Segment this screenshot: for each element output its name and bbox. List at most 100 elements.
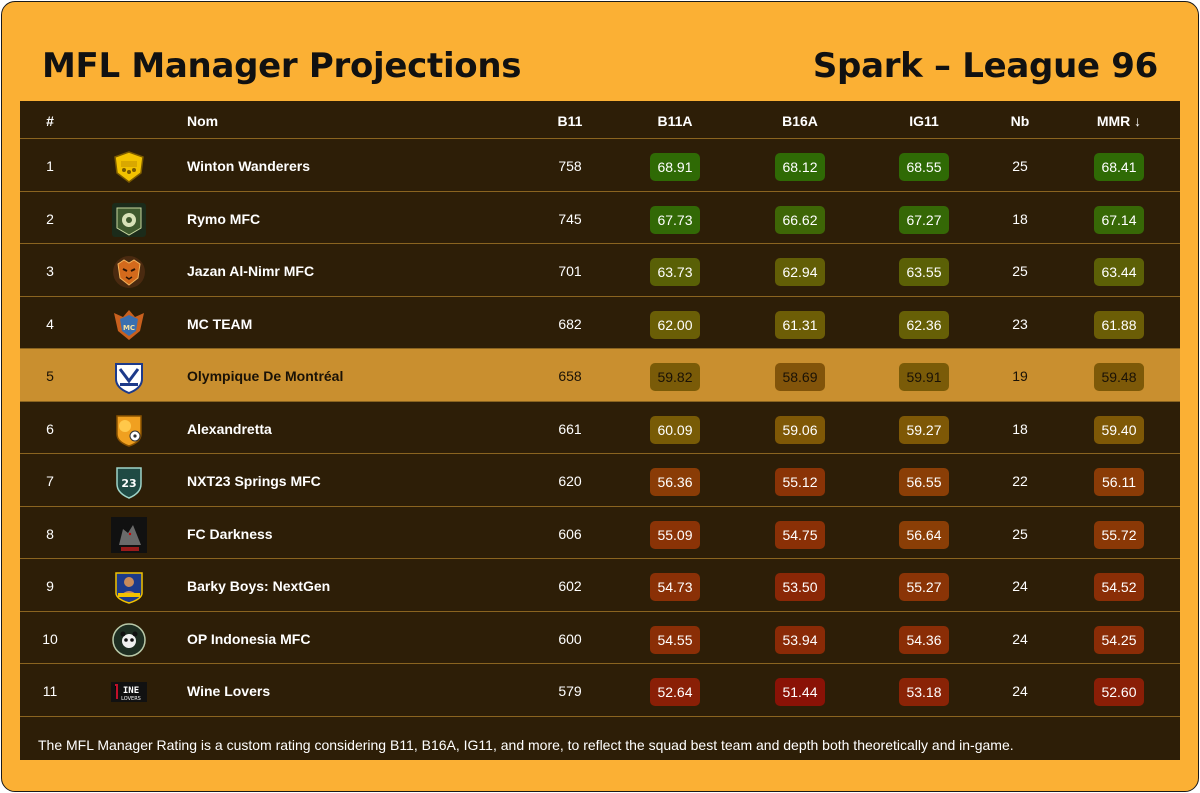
b11-cell: 606 [558, 525, 582, 542]
col-name[interactable]: Nom [187, 113, 219, 129]
b16a-badge: 53.94 [775, 625, 825, 654]
svg-text:LOVERS: LOVERS [121, 696, 141, 702]
rank-cell: 4 [46, 315, 54, 332]
team-name[interactable]: Barky Boys: NextGen [187, 578, 331, 594]
team-name[interactable]: MC TEAM [187, 315, 253, 332]
ig11-badge: 56.64 [899, 520, 949, 549]
ig11-cell: 56.64 [884, 507, 964, 559]
b16a-badge: 54.75 [775, 520, 825, 549]
team-name[interactable]: Olympique De Montréal [187, 368, 344, 384]
b16a-badge: 55.12 [775, 468, 825, 497]
team-name[interactable]: Rymo MFC [187, 210, 261, 227]
b16a-cell: 61.31 [760, 297, 840, 349]
crest-icon [111, 359, 147, 395]
team-name[interactable]: FC Darkness [187, 525, 273, 542]
b11a-cell: 68.91 [635, 139, 715, 191]
b16a-cell: 55.12 [760, 454, 840, 506]
b11a-cell: 60.09 [635, 402, 715, 454]
b16a-badge: 66.62 [775, 205, 825, 234]
b11a-cell: 54.73 [635, 559, 715, 611]
mmr-cell: 61.88 [1089, 297, 1149, 349]
table-row[interactable]: 7 23 NXT23 Springs MFC 620 56.36 55.12 56.55 56… [20, 454, 1180, 507]
mmr-badge: 56.11 [1094, 468, 1144, 497]
badge-icon [111, 202, 147, 238]
logo-cell: INE LOVERS [108, 664, 150, 716]
nb-cell: 25 [1012, 263, 1028, 279]
b11a-cell: 63.73 [635, 244, 715, 296]
b16a-badge: 61.31 [775, 310, 825, 339]
table-row[interactable]: 1 Winton Wanderers 758 68.91 68.12 68.55 68.41… [20, 139, 1180, 192]
ig11-badge: 59.27 [899, 415, 949, 444]
table-header: # Nom B11 B11A B16A IG11 Nb MMR ↓ [20, 101, 1180, 139]
table-row[interactable]: 3 Jazan Al-Nimr MFC 701 63.73 62.94 63.55 63.4… [20, 244, 1180, 297]
shield-icon [111, 149, 147, 185]
table-row[interactable]: 8 FC Darkness 606 55.09 54.75 56.64 55.72 25 [20, 507, 1180, 559]
mmr-badge: 55.72 [1094, 520, 1144, 549]
nb-cell: 18 [1012, 210, 1028, 227]
team-name[interactable]: NXT23 Springs MFC [187, 473, 321, 489]
col-b11a[interactable]: B11A [657, 113, 693, 129]
col-b11[interactable]: B11 [557, 113, 583, 129]
col-nb[interactable]: Nb [1010, 113, 1030, 129]
team-name[interactable]: Alexandretta [187, 420, 272, 437]
logo-cell: MC [108, 297, 150, 349]
b11a-badge: 55.09 [650, 520, 700, 549]
nb-cell: 24 [1012, 683, 1028, 699]
b16a-badge: 51.44 [775, 678, 825, 707]
b16a-cell: 51.44 [760, 664, 840, 716]
col-b16a[interactable]: B16A [782, 113, 818, 129]
table-row[interactable]: 6 Alexandretta 661 60.09 59.06 59.27 59.40 18 [20, 402, 1180, 454]
svg-text:23: 23 [121, 477, 136, 490]
b16a-badge: 53.50 [775, 573, 825, 602]
rank-cell: 7 [46, 473, 54, 489]
col-rank[interactable]: # [46, 113, 54, 129]
ig11-badge: 54.36 [899, 625, 949, 654]
mmr-cell: 59.48 [1089, 349, 1149, 401]
footer-note: The MFL Manager Rating is a custom ratin… [38, 737, 1014, 753]
team-name[interactable]: Winton Wanderers [187, 158, 311, 174]
b11a-cell: 55.09 [635, 507, 715, 559]
ig11-cell: 53.18 [884, 664, 964, 716]
b11a-cell: 62.00 [635, 297, 715, 349]
mmr-badge: 59.48 [1094, 363, 1144, 392]
col-mmr[interactable]: MMR ↓ [1096, 113, 1142, 129]
ig11-badge: 68.55 [899, 153, 949, 182]
ig11-badge: 53.18 [899, 678, 949, 707]
b16a-badge: 68.12 [775, 153, 825, 182]
mmr-badge: 59.40 [1094, 415, 1144, 444]
ig11-cell: 59.27 [884, 402, 964, 454]
table-row[interactable]: 9 Barky Boys: NextGen 602 54.73 53.50 55.27 54… [20, 559, 1180, 612]
b11-cell: 682 [558, 315, 582, 332]
panda-icon [111, 622, 147, 658]
logo-cell [108, 244, 150, 296]
nb-cell: 25 [1012, 525, 1028, 542]
logo-cell [108, 139, 150, 191]
svg-text:MC: MC [123, 324, 135, 332]
b11-cell: 661 [558, 420, 582, 437]
nb-cell: 22 [1012, 473, 1028, 489]
table-row[interactable]: 5 Olympique De Montréal 658 59.82 58.69 59.91… [20, 349, 1180, 402]
b16a-cell: 53.50 [760, 559, 840, 611]
ig11-cell: 67.27 [884, 192, 964, 244]
wine-icon: INE LOVERS [111, 674, 147, 710]
b11a-badge: 54.55 [650, 625, 700, 654]
table-row[interactable]: 2 Rymo MFC 745 67.73 66.62 67.27 67.14 18 [20, 192, 1180, 244]
team-name[interactable]: OP Indonesia MFC [187, 630, 311, 647]
mmr-cell: 52.60 [1089, 664, 1149, 716]
logo-cell [108, 349, 150, 401]
table-row[interactable]: 10 OP Indonesia MFC 600 54.55 53.94 54.36 54.2… [20, 612, 1180, 664]
team-name[interactable]: Jazan Al-Nimr MFC [187, 263, 315, 279]
table-row[interactable]: 11 INE LOVERS Wine Lovers 579 52.64 51.44 53.18… [20, 664, 1180, 717]
b11a-badge: 68.91 [650, 153, 700, 182]
team-name[interactable]: Wine Lovers [187, 683, 271, 699]
rank-cell: 9 [46, 578, 54, 594]
b11-cell: 620 [558, 473, 582, 489]
rank-cell: 11 [42, 683, 58, 699]
nb-cell: 19 [1012, 368, 1028, 384]
tiger-icon [111, 254, 147, 290]
table-row[interactable]: 4 MC MC TEAM 682 62.00 61.31 62.36 61.88 23 [20, 297, 1180, 349]
b11a-badge: 62.00 [650, 310, 700, 339]
ig11-badge: 63.55 [899, 258, 949, 287]
col-ig11[interactable]: IG11 [909, 113, 939, 129]
ig11-badge: 56.55 [899, 468, 949, 497]
